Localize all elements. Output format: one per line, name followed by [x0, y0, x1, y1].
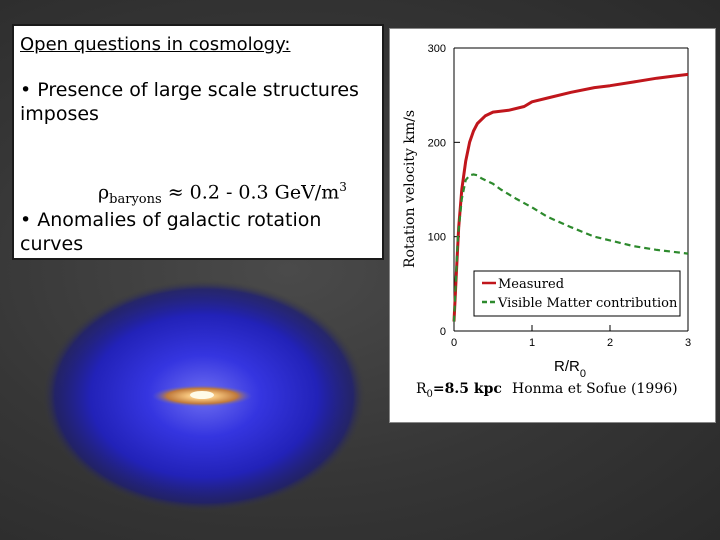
chart-series [452, 72, 689, 322]
chart-legend: Measured Visible Matter contribution [473, 270, 681, 317]
scale-radius-note: R0=8.5 kpc [416, 381, 502, 400]
x-tick-label: 3 [685, 337, 691, 349]
baryon-density-formula: ρbaryons ≈ 0.2 - 0.3 GeV/m3 [98, 180, 347, 207]
x-tick-label: 2 [607, 337, 613, 349]
source-citation: Honma et Sofue (1996) [512, 381, 678, 397]
y-tick-label: 300 [428, 43, 446, 55]
visible-matter-curve [452, 173, 689, 322]
bullet-rotation-curves: • Anomalies of galactic rotation curves [20, 209, 322, 255]
y-axis-label: Rotation velocity km/s [402, 110, 418, 268]
slide-title: Open questions in cosmology: [20, 34, 291, 55]
chart-svg: 0 100 200 300 0 1 2 3 Rotation velocity km/s R/… [402, 43, 691, 400]
x-axis-label-main: R/R [554, 358, 580, 375]
scale-radius-symbol: R [416, 381, 427, 397]
measured-curve [452, 72, 689, 322]
y-tick-label: 200 [428, 137, 446, 149]
chart-axes [453, 47, 689, 332]
x-axis-label: R/R0 [554, 358, 586, 380]
legend-box [473, 270, 681, 317]
galactic-bulge [190, 391, 214, 399]
rho-symbol: ρ [98, 181, 110, 204]
legend-measured-label: Measured [498, 277, 564, 292]
text-panel: Open questions in cosmology: • Presence … [12, 24, 384, 260]
rho-subscript: baryons [109, 192, 162, 208]
y-tick-label: 0 [440, 326, 446, 338]
scale-radius-sub: 0 [427, 389, 433, 400]
galaxy-illustration [42, 280, 366, 512]
bullet-large-scale-structures: • Presence of large scale structures imp… [20, 79, 359, 125]
rotation-curve-chart: 0 100 200 300 0 1 2 3 Rotation velocity km/s R/… [389, 28, 716, 423]
scale-radius-value: =8.5 kpc [433, 381, 502, 397]
formula-rhs: ≈ 0.2 - 0.3 GeV/m [161, 181, 340, 204]
x-axis-label-sub: 0 [580, 368, 586, 380]
galaxy-image [40, 278, 368, 514]
legend-visible-label: Visible Matter contribution [497, 296, 678, 311]
y-tick-label: 100 [428, 232, 446, 244]
formula-exponent: 3 [339, 180, 347, 194]
x-tick-label: 0 [451, 337, 457, 349]
x-tick-label: 1 [529, 337, 535, 349]
